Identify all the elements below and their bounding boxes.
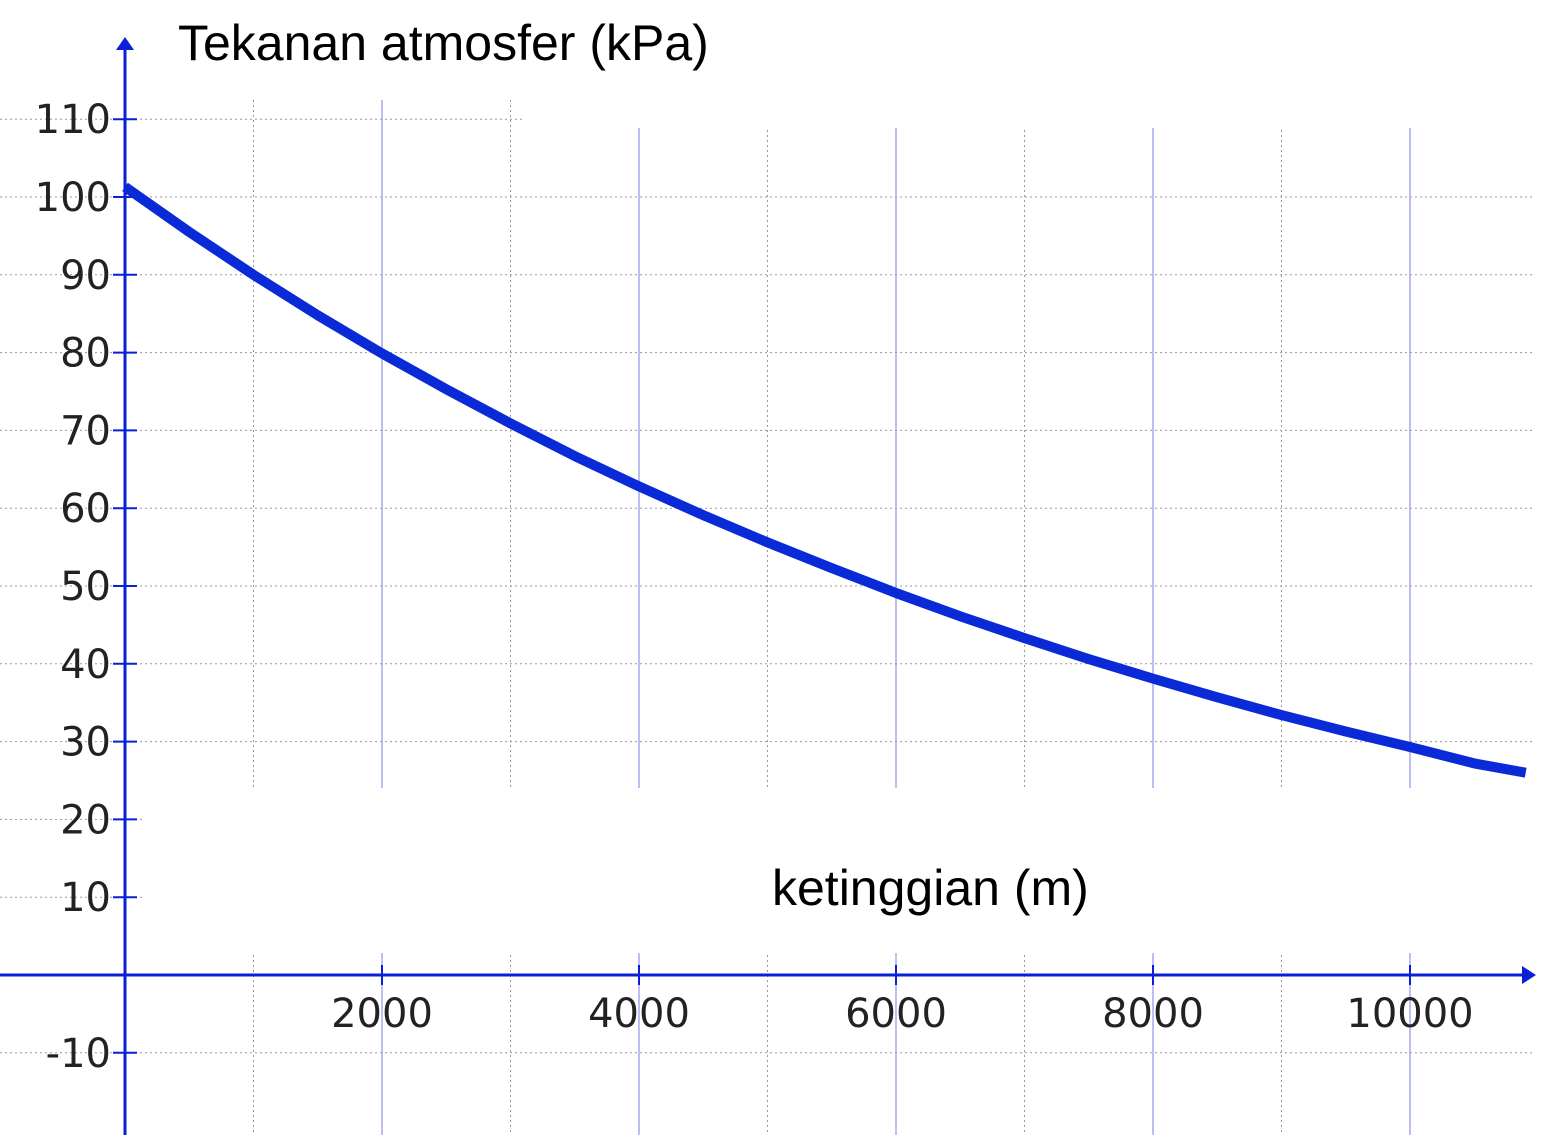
pressure-curve	[122, 182, 1527, 778]
y-tick-label: 50	[60, 564, 111, 610]
y-tick-label: -10	[46, 1031, 111, 1077]
y-tick-label: 100	[35, 175, 111, 221]
title-background	[525, 100, 1548, 128]
x-title-background	[145, 788, 1548, 953]
label-background	[126, 0, 1548, 953]
x-tick-label: 8000	[1102, 991, 1204, 1037]
x-tick-label: 6000	[845, 991, 947, 1037]
series-line	[122, 182, 1527, 778]
y-tick-label: 30	[60, 720, 111, 766]
y-tick-label: 70	[60, 408, 111, 454]
axes	[0, 37, 1536, 1135]
x-axis-title: ketinggian (m)	[772, 860, 1089, 916]
x-axis-arrow	[1522, 966, 1536, 984]
y-tick-label: 10	[60, 875, 111, 921]
y-tick-label: 20	[60, 797, 111, 843]
y-axis-arrow	[116, 37, 134, 50]
x-tick-label: 4000	[588, 991, 690, 1037]
y-tick-label: 80	[60, 331, 111, 377]
y-tick-label: 60	[60, 486, 111, 532]
y-axis-title: Tekanan atmosfer (kPa)	[178, 15, 709, 71]
y-tick-label: 110	[35, 97, 111, 143]
x-tick-label: 2000	[331, 991, 433, 1037]
x-tick-label: 10000	[1346, 991, 1473, 1037]
y-tick-label: 40	[60, 642, 111, 688]
title-background	[126, 0, 1548, 100]
y-tick-label: 90	[60, 253, 111, 299]
tick-labels: 110 100 90 80 70 60 50 40 30 20 10 -10 2000 4000 6000 8…	[35, 97, 1474, 1077]
